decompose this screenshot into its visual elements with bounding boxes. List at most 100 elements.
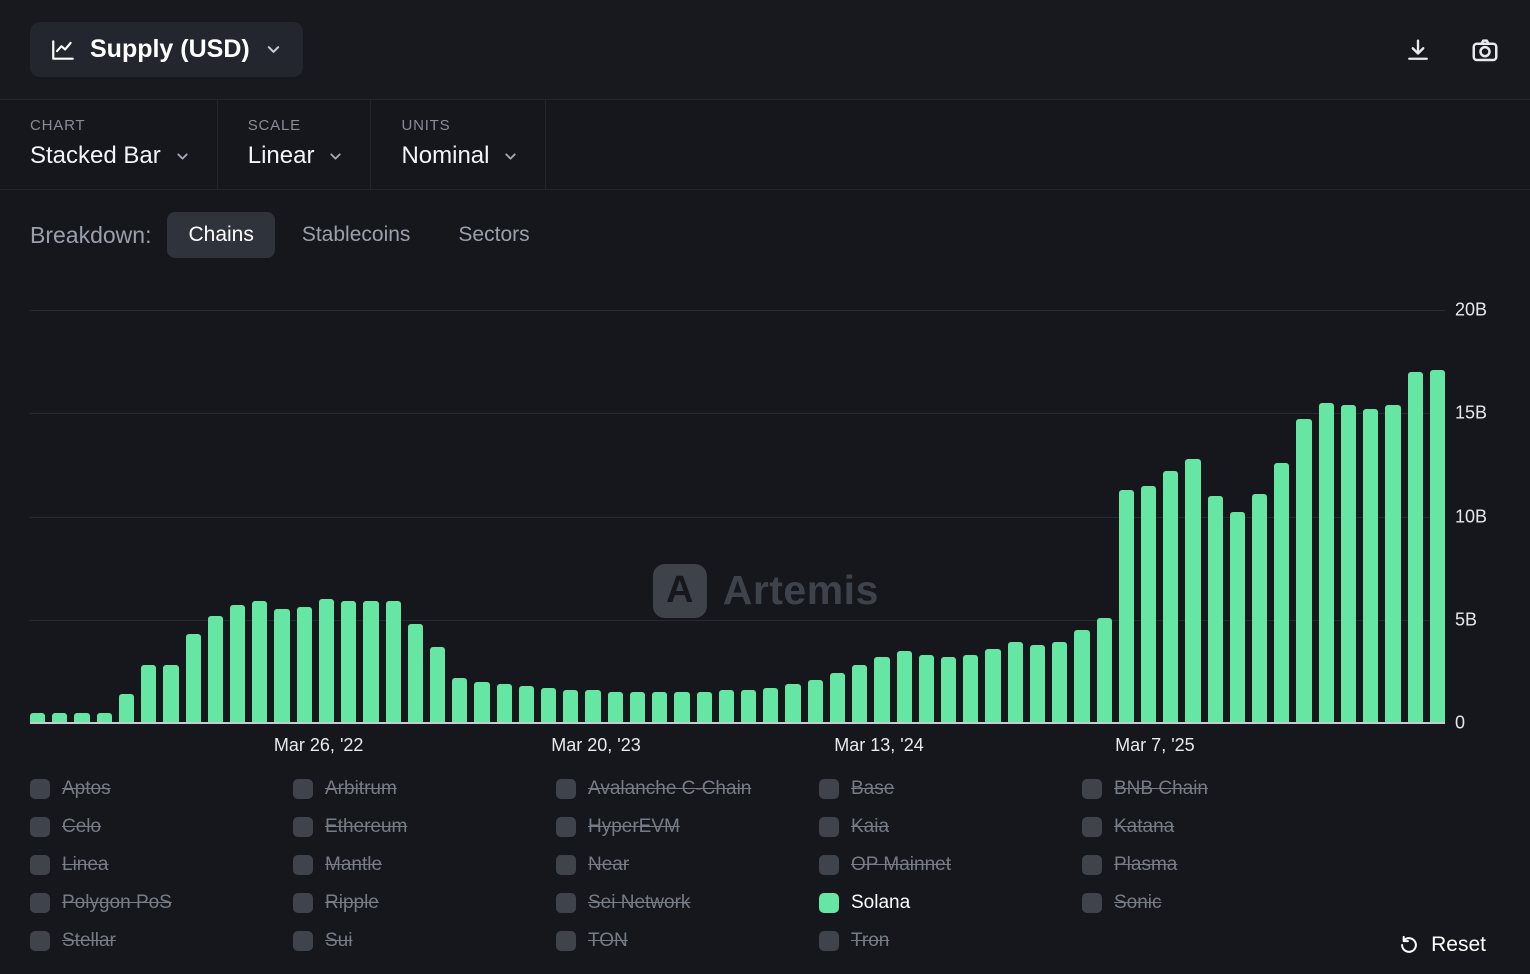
- bar-solana[interactable]: [652, 692, 668, 723]
- legend-checkbox[interactable]: [1082, 893, 1102, 913]
- bar-solana[interactable]: [563, 689, 579, 723]
- bar-solana[interactable]: [1185, 458, 1201, 723]
- bar-solana[interactable]: [1407, 371, 1423, 723]
- legend-item-bnb-chain[interactable]: BNB Chain: [1082, 778, 1345, 800]
- legend-item-aptos[interactable]: Aptos: [30, 778, 293, 800]
- legend-item-sonic[interactable]: Sonic: [1082, 892, 1345, 914]
- legend-checkbox[interactable]: [819, 893, 839, 913]
- legend-checkbox[interactable]: [293, 855, 313, 875]
- legend-item-linea[interactable]: Linea: [30, 854, 293, 876]
- bar-solana[interactable]: [1274, 462, 1290, 723]
- legend-checkbox[interactable]: [293, 779, 313, 799]
- legend-item-kaia[interactable]: Kaia: [819, 816, 1082, 838]
- legend-checkbox[interactable]: [556, 855, 576, 875]
- bar-solana[interactable]: [585, 689, 601, 723]
- legend-item-ripple[interactable]: Ripple: [293, 892, 556, 914]
- bar-solana[interactable]: [141, 665, 157, 723]
- legend-checkbox[interactable]: [819, 855, 839, 875]
- bar-solana[interactable]: [1340, 405, 1357, 723]
- bar-solana[interactable]: [518, 685, 535, 723]
- bar-solana[interactable]: [407, 623, 423, 723]
- bar-solana[interactable]: [496, 683, 512, 723]
- bar-solana[interactable]: [763, 687, 779, 723]
- bar-solana[interactable]: [30, 712, 46, 723]
- legend-checkbox[interactable]: [30, 855, 50, 875]
- bar-solana[interactable]: [1029, 644, 1046, 723]
- bar-solana[interactable]: [274, 609, 290, 723]
- bar-solana[interactable]: [940, 656, 957, 723]
- legend-item-avalanche-c-chain[interactable]: Avalanche C-Chain: [556, 778, 819, 800]
- bar-solana[interactable]: [429, 646, 446, 723]
- legend-checkbox[interactable]: [819, 817, 839, 837]
- bar-solana[interactable]: [1207, 495, 1223, 723]
- legend-item-sui[interactable]: Sui: [293, 930, 556, 952]
- bar-solana[interactable]: [807, 679, 823, 723]
- control-chart[interactable]: CHART Stacked Bar: [0, 100, 218, 189]
- bar-solana[interactable]: [296, 607, 312, 723]
- reset-button[interactable]: Reset: [1392, 932, 1492, 958]
- control-value-dropdown[interactable]: Stacked Bar: [30, 142, 191, 170]
- control-units[interactable]: UNITS Nominal: [371, 100, 547, 189]
- bar-solana[interactable]: [607, 692, 623, 723]
- legend-item-sei-network[interactable]: Sei Network: [556, 892, 819, 914]
- legend-item-ethereum[interactable]: Ethereum: [293, 816, 556, 838]
- legend-checkbox[interactable]: [1082, 817, 1102, 837]
- legend-item-plasma[interactable]: Plasma: [1082, 854, 1345, 876]
- legend-checkbox[interactable]: [556, 817, 576, 837]
- legend-checkbox[interactable]: [293, 931, 313, 951]
- bar-solana[interactable]: [1074, 630, 1090, 723]
- bar-solana[interactable]: [363, 601, 379, 723]
- bar-solana[interactable]: [318, 599, 335, 723]
- breakdown-tab-chains[interactable]: Chains: [167, 212, 275, 258]
- bar-solana[interactable]: [1429, 369, 1445, 723]
- legend-item-arbitrum[interactable]: Arbitrum: [293, 778, 556, 800]
- bar-solana[interactable]: [852, 665, 868, 723]
- legend-item-mantle[interactable]: Mantle: [293, 854, 556, 876]
- legend-checkbox[interactable]: [293, 893, 313, 913]
- bar-solana[interactable]: [1163, 471, 1179, 723]
- bar-solana[interactable]: [1140, 485, 1157, 723]
- bar-solana[interactable]: [229, 605, 246, 723]
- download-button[interactable]: [1404, 36, 1432, 64]
- bar-solana[interactable]: [1318, 402, 1334, 723]
- bar-solana[interactable]: [718, 689, 734, 723]
- bar-solana[interactable]: [741, 689, 757, 723]
- bar-solana[interactable]: [74, 712, 90, 723]
- legend-checkbox[interactable]: [293, 817, 313, 837]
- legend-checkbox[interactable]: [30, 817, 50, 837]
- legend-checkbox[interactable]: [819, 931, 839, 951]
- legend-item-celo[interactable]: Celo: [30, 816, 293, 838]
- control-value-dropdown[interactable]: Nominal: [401, 142, 519, 170]
- bar-solana[interactable]: [1363, 409, 1379, 723]
- legend-item-ton[interactable]: TON: [556, 930, 819, 952]
- legend-checkbox[interactable]: [30, 931, 50, 951]
- control-value-dropdown[interactable]: Linear: [248, 142, 345, 170]
- legend-item-katana[interactable]: Katana: [1082, 816, 1345, 838]
- bar-solana[interactable]: [874, 656, 890, 723]
- bar-solana[interactable]: [696, 692, 712, 723]
- legend-checkbox[interactable]: [1082, 779, 1102, 799]
- legend-checkbox[interactable]: [1082, 855, 1102, 875]
- bar-solana[interactable]: [96, 712, 112, 723]
- bar-solana[interactable]: [1118, 489, 1134, 723]
- bar-solana[interactable]: [1052, 642, 1068, 723]
- bar-solana[interactable]: [985, 648, 1001, 723]
- bar-solana[interactable]: [896, 650, 912, 723]
- legend-checkbox[interactable]: [30, 779, 50, 799]
- bar-solana[interactable]: [829, 673, 846, 723]
- breakdown-tab-stablecoins[interactable]: Stablecoins: [281, 212, 432, 258]
- bar-solana[interactable]: [252, 601, 268, 723]
- bar-solana[interactable]: [385, 601, 401, 723]
- metric-selector[interactable]: Supply (USD): [30, 22, 303, 77]
- legend-checkbox[interactable]: [556, 931, 576, 951]
- screenshot-button[interactable]: [1470, 35, 1500, 65]
- legend-item-tron[interactable]: Tron: [819, 930, 1082, 952]
- bar-solana[interactable]: [1385, 405, 1401, 723]
- legend-checkbox[interactable]: [819, 779, 839, 799]
- bar-solana[interactable]: [1296, 419, 1312, 723]
- legend-checkbox[interactable]: [30, 893, 50, 913]
- legend-item-polygon-pos[interactable]: Polygon PoS: [30, 892, 293, 914]
- legend-checkbox[interactable]: [556, 779, 576, 799]
- bar-solana[interactable]: [785, 683, 801, 723]
- bar-solana[interactable]: [963, 654, 979, 723]
